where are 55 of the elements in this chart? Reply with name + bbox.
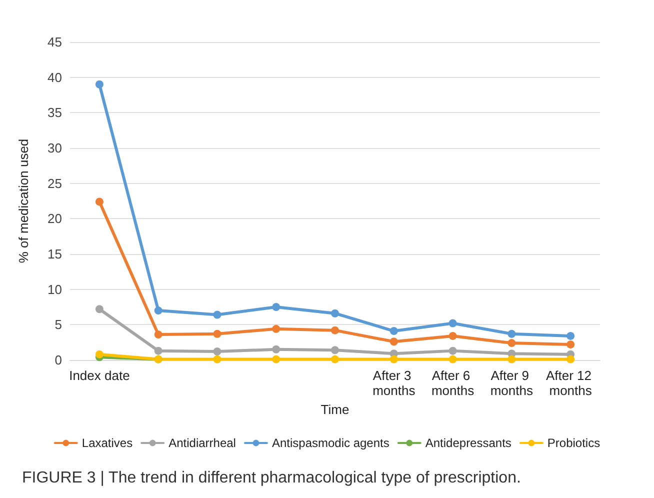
legend-label: Antidepressants	[425, 436, 512, 450]
point	[566, 332, 575, 340]
y-tick-label: 45	[48, 34, 62, 50]
point	[390, 355, 398, 364]
x-tick-label: After 9 months	[490, 368, 534, 398]
point	[448, 355, 457, 364]
point	[331, 326, 339, 334]
point	[154, 330, 162, 339]
point	[272, 303, 280, 311]
point	[448, 332, 457, 340]
y-tick-label: 0	[54, 352, 62, 368]
point	[448, 346, 457, 355]
point	[154, 346, 162, 355]
y-tick-label: 40	[48, 70, 62, 85]
y-tick-label: 5	[54, 317, 62, 332]
point	[508, 355, 516, 364]
point	[95, 350, 104, 358]
point	[566, 355, 575, 364]
point	[272, 345, 280, 354]
y-tick-label: 35	[48, 105, 62, 120]
point	[508, 330, 516, 338]
legend-label: Antispasmodic agents	[272, 436, 390, 450]
point	[331, 309, 339, 318]
y-tick-label: 10	[48, 282, 62, 297]
point	[213, 330, 222, 338]
point	[390, 327, 398, 336]
point	[95, 198, 104, 206]
caption: FIGURE 3 | The trend in different pharmacological type of prescription.	[22, 470, 521, 486]
legend-label: Probiotics	[547, 436, 600, 450]
point	[213, 310, 222, 319]
y-tick-label: 20	[48, 211, 62, 226]
y-tick-label: 15	[48, 246, 62, 262]
x-tick-label: After 12 months	[546, 368, 596, 398]
point	[272, 355, 280, 364]
point	[154, 306, 162, 315]
point	[390, 338, 398, 346]
x-axis-title: Time	[320, 402, 350, 417]
point	[331, 355, 339, 364]
point	[508, 339, 516, 348]
y-tick-label: 30	[48, 140, 62, 156]
point	[95, 80, 104, 88]
point	[448, 319, 457, 328]
legend-label: Laxatives	[82, 436, 133, 450]
point	[331, 346, 339, 354]
x-tick-label: After 3 months	[372, 368, 416, 398]
x-tick-label: Index date	[69, 368, 130, 383]
point	[272, 324, 280, 333]
point	[95, 305, 104, 314]
x-tick-label: After 6 months	[431, 368, 475, 398]
y-tick-label: 25	[48, 176, 62, 191]
point	[566, 340, 575, 348]
y-axis-title: % of medication used	[16, 138, 31, 264]
legend-label: Antidiarrheal	[168, 436, 236, 450]
point	[213, 348, 222, 356]
point	[213, 355, 222, 364]
